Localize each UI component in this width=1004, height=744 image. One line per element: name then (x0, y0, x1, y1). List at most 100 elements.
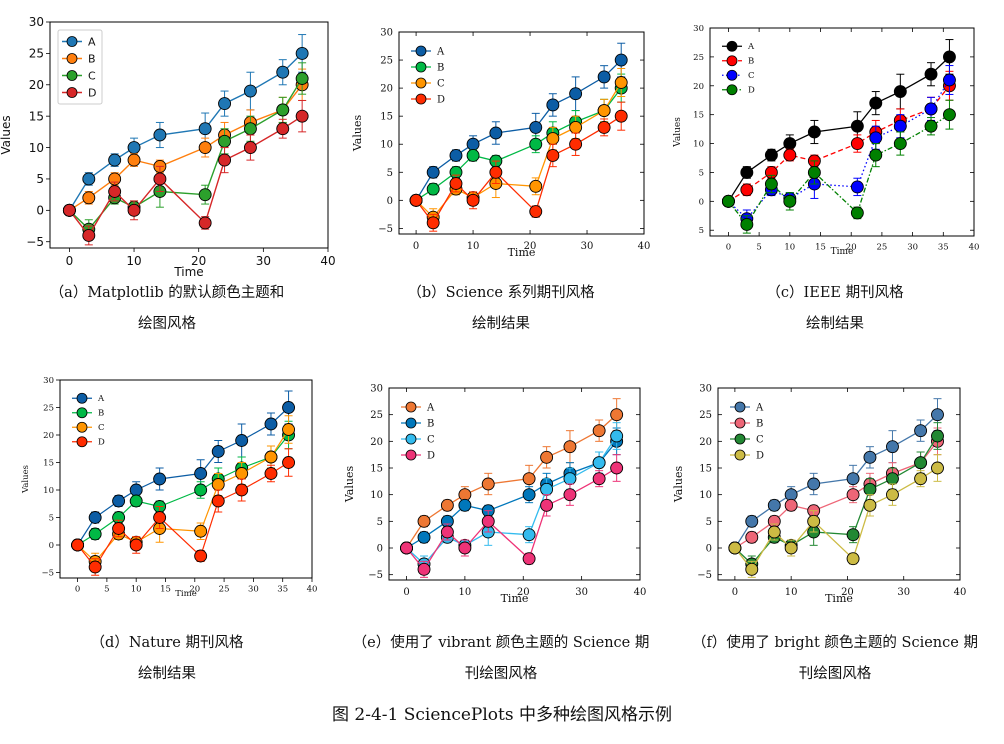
data-point-B (82, 191, 96, 205)
data-point-C (264, 450, 278, 464)
x-axis-label: Time (508, 246, 536, 259)
caption-b-line2: 绘制结果 (472, 316, 530, 332)
caption-c: （c）IEEE 期刊风格 绘制结果 (668, 278, 1002, 340)
data-point-D (264, 467, 278, 480)
data-point-C (194, 524, 208, 538)
data-point-A (807, 125, 821, 139)
series-line-A (68, 52, 303, 211)
data-point-D (481, 514, 495, 528)
data-point-A (449, 148, 463, 162)
series-line-C (68, 78, 303, 231)
data-point-A (88, 511, 102, 524)
series-D (721, 99, 956, 234)
y-tick-label: 20 (370, 437, 383, 448)
y-axis-label: Values (0, 115, 13, 154)
data-point-D (563, 488, 577, 502)
series-line-A (727, 56, 950, 202)
y-tick-label: 10 (699, 490, 712, 501)
data-point-B (846, 488, 860, 502)
y-tick-label: 0 (49, 541, 54, 551)
legend-label-C: C (437, 79, 445, 90)
y-axis-label: Values (21, 465, 31, 494)
data-point-D (767, 525, 781, 539)
data-point-D (893, 137, 907, 151)
data-point-D (597, 120, 611, 134)
series-D (71, 448, 296, 576)
data-point-B (417, 530, 431, 544)
legend-marker-D (726, 84, 738, 96)
data-point-A (218, 97, 232, 111)
legend-label-D: D (748, 86, 755, 96)
x-tick-label: 20 (524, 241, 537, 252)
data-point-B (466, 148, 480, 162)
legend-marker-B (76, 407, 88, 419)
chart-d-svg: 0 5 10 15 20 25 30 35 40 −5 0 5 10 15 20 25 30 Time Values… (21, 376, 317, 599)
x-tick-label: 10 (459, 587, 472, 598)
data-point-C (243, 122, 257, 136)
series-line-D (727, 114, 950, 226)
data-point-C (235, 467, 249, 480)
legend-box (68, 388, 112, 452)
data-point-D (243, 141, 257, 155)
series-line-D (415, 115, 622, 224)
series-D (728, 454, 944, 578)
data-point-D (546, 148, 560, 162)
caption-d: （d）Nature 期刊风格 绘制结果 (0, 628, 334, 690)
data-point-D (276, 122, 290, 136)
legend-label-C: C (748, 71, 755, 81)
caption-e: （e）使用了 vibrant 颜色主题的 Science 期 刊绘图风格 (334, 628, 668, 690)
legend-marker-D (734, 449, 746, 461)
y-tick-label: −5 (41, 568, 54, 578)
data-point-A (740, 165, 754, 179)
data-point-A (850, 119, 864, 133)
data-point-D (931, 461, 944, 475)
data-point-A (846, 472, 860, 486)
legend-label-B: B (88, 52, 96, 65)
y-tick-label: 25 (693, 53, 704, 63)
series-D (400, 454, 624, 578)
legend-label-B: B (427, 419, 434, 430)
legend-label-C: C (427, 435, 435, 446)
legend-marker-B (405, 417, 417, 429)
y-tick-label: 30 (43, 376, 54, 386)
data-point-C (282, 423, 296, 436)
data-point-D (295, 109, 309, 123)
x-axis-label: Time (175, 589, 196, 599)
series-line-B (406, 440, 618, 549)
y-tick-label: 10 (370, 490, 383, 501)
legend-label-B: B (748, 57, 754, 67)
y-tick-label: 0 (699, 197, 704, 207)
data-point-D (417, 562, 431, 576)
data-point-A (426, 165, 440, 179)
data-point-B (426, 182, 440, 196)
series-line-B (734, 440, 938, 549)
y-tick-label: 5 (387, 168, 393, 179)
data-point-B (529, 137, 543, 151)
data-point-B (194, 483, 208, 497)
panel-e-chart: 0 10 20 30 40 −5 0 5 10 15 20 25 30 Time Values A B C D (334, 360, 668, 630)
data-point-A (529, 120, 543, 134)
panel-a-chart: 0 10 20 30 40 −5 0 5 10 15 20 25 30 Time Values A B C D (0, 0, 336, 280)
series-line-B (77, 434, 290, 546)
y-tick-label: 15 (693, 111, 704, 121)
legend-marker-B (726, 55, 738, 67)
x-axis-label: Time (825, 592, 853, 605)
data-point-D (153, 511, 167, 524)
data-point-A (784, 488, 798, 502)
y-tick-label: 30 (693, 24, 704, 34)
data-point-A (129, 483, 143, 497)
legend-label-A: A (747, 42, 755, 52)
data-point-D (449, 177, 463, 190)
data-point-A (592, 424, 606, 438)
data-point-D (846, 552, 860, 566)
data-point-C (522, 528, 536, 542)
data-point-A (942, 50, 956, 64)
data-point-B (850, 137, 864, 151)
legend-box (57, 29, 103, 105)
x-axis-label: Time (173, 265, 203, 279)
data-point-C (931, 429, 944, 443)
data-point-B (522, 488, 536, 502)
data-point-D (82, 228, 96, 242)
data-point-A (211, 445, 225, 458)
